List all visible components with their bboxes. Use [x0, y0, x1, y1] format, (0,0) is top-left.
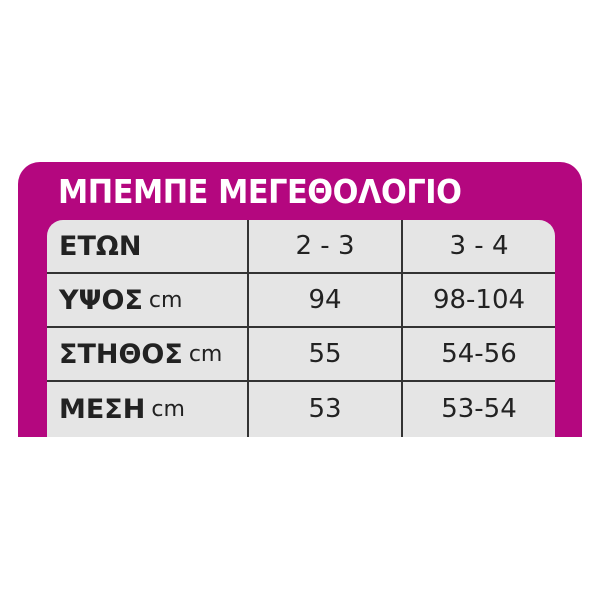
row-unit: cm: [148, 287, 183, 313]
table-cell: 94: [308, 285, 342, 315]
row-unit: cm: [188, 341, 223, 367]
size-chart-panel: ΜΠΕΜΠΕ ΜΕΓΕΘΟΛΟΓΙΟ ΕΤΩΝ 2 - 3 3 - 4 ΥΨΟΣ…: [18, 162, 582, 437]
table-row-age: ΕΤΩΝ 2 - 3 3 - 4: [47, 220, 555, 274]
row-label: ΜΕΣΗ: [59, 393, 146, 425]
table-row-chest: ΣΤΗΘΟΣ cm 55 54-56: [47, 328, 555, 382]
row-label: ΥΨΟΣ: [59, 284, 143, 316]
table-cell: 2 - 3: [295, 231, 355, 261]
table-cell: 55: [308, 339, 342, 369]
table-cell: 53-54: [441, 394, 517, 424]
table-cell: 53: [308, 394, 342, 424]
size-table: ΕΤΩΝ 2 - 3 3 - 4 ΥΨΟΣ cm 94 98-104 ΣΤΗΘΟΣ…: [47, 220, 555, 437]
column-divider: [247, 220, 249, 437]
chart-title: ΜΠΕΜΠΕ ΜΕΓΕΘΟΛΟΓΙΟ: [58, 172, 462, 211]
row-label: ΕΤΩΝ: [59, 230, 142, 262]
table-row-height: ΥΨΟΣ cm 94 98-104: [47, 274, 555, 328]
row-label: ΣΤΗΘΟΣ: [59, 338, 183, 370]
table-cell: 3 - 4: [449, 231, 509, 261]
table-row-waist: ΜΕΣΗ cm 53 53-54: [47, 382, 555, 436]
table-cell: 54-56: [441, 339, 517, 369]
column-divider: [401, 220, 403, 437]
table-cell: 98-104: [432, 285, 526, 315]
row-unit: cm: [151, 396, 185, 422]
